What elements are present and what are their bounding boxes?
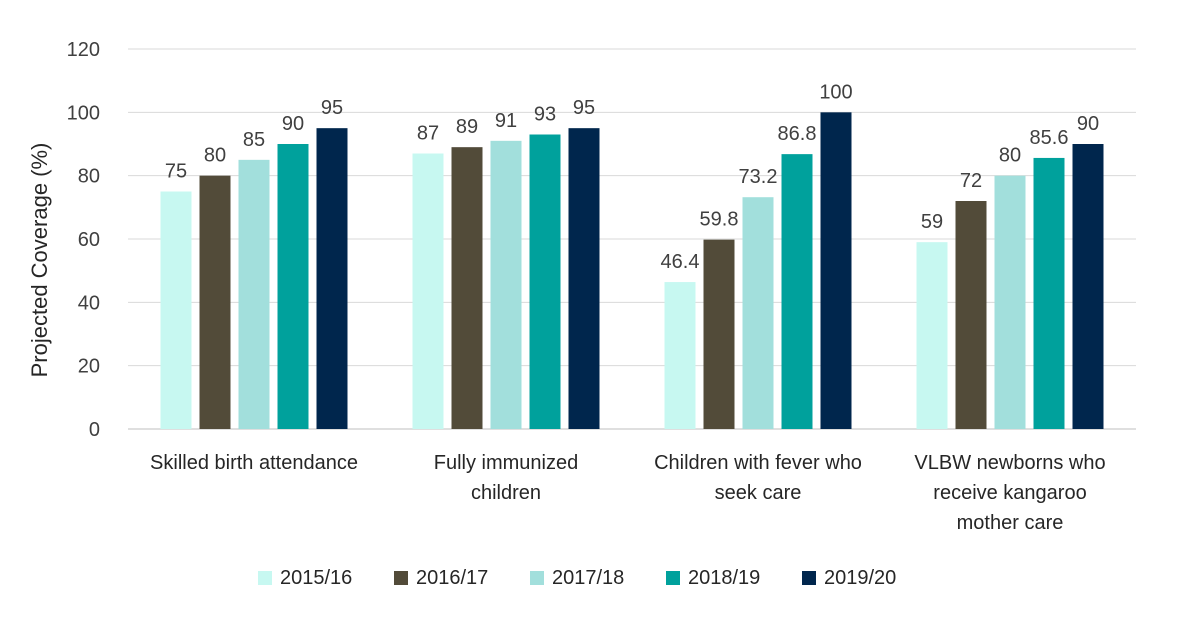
legend-swatch [394, 571, 408, 585]
bar [160, 191, 192, 429]
bar [451, 147, 483, 429]
legend-label: 2016/17 [416, 567, 488, 589]
category-label: VLBW newborns who receive kangaroo mother … [914, 452, 1105, 534]
legend-swatch [530, 571, 544, 585]
y-tick-label: 60 [78, 229, 100, 251]
data-label: 95 [321, 97, 343, 119]
legend-swatch [258, 571, 272, 585]
y-tick-label: 80 [78, 166, 100, 188]
bar [781, 154, 813, 429]
bar [316, 128, 348, 429]
bar [412, 153, 444, 429]
data-label: 80 [204, 145, 226, 167]
data-label: 95 [573, 97, 595, 119]
bar [820, 112, 852, 429]
category-label-line: seek care [715, 482, 802, 504]
bar [490, 140, 522, 430]
bar [916, 242, 948, 429]
bar [277, 144, 309, 429]
data-label: 90 [282, 113, 304, 135]
y-axis-ticks: 0 20 40 60 80 100 120 [67, 39, 100, 441]
category-labels: Skilled birth attendance Fully immunized c… [150, 452, 1106, 534]
bar [1072, 144, 1104, 429]
data-label: 89 [456, 116, 478, 138]
legend-swatch [666, 571, 680, 585]
data-label: 86.8 [778, 123, 817, 145]
bar [529, 134, 561, 429]
data-label: 93 [534, 104, 556, 126]
data-label: 59 [921, 211, 943, 233]
data-label: 91 [495, 110, 517, 132]
data-label: 75 [165, 161, 187, 183]
y-tick-label: 40 [78, 292, 100, 314]
category-label: Children with fever who seek care [654, 452, 862, 504]
bar [568, 128, 600, 429]
category-label-line: Fully immunized [434, 452, 578, 474]
bar [238, 159, 270, 430]
category-label-line: Children with fever who [654, 452, 862, 474]
data-label: 59.8 [700, 209, 739, 231]
category-label: Fully immunized children [434, 452, 578, 504]
y-tick-label: 20 [78, 356, 100, 378]
legend-label: 2019/20 [824, 567, 896, 589]
category-label-line: receive kangaroo [933, 482, 1086, 504]
bar [703, 239, 735, 429]
data-label: 73.2 [739, 166, 778, 188]
data-label: 85 [243, 129, 265, 151]
category-label-line: VLBW newborns who [914, 452, 1105, 474]
legend-swatch [802, 571, 816, 585]
category-label-line: mother care [957, 512, 1064, 534]
data-label: 90 [1077, 113, 1099, 135]
data-label: 87 [417, 123, 439, 145]
bar [664, 282, 696, 429]
bar [1033, 157, 1065, 429]
y-tick-label: 0 [89, 419, 100, 441]
legend-label: 2015/16 [280, 567, 352, 589]
legend: 2015/16 2016/17 2017/18 2018/19 2019/20 [258, 567, 896, 589]
legend-label: 2018/19 [688, 567, 760, 589]
legend-label: 2017/18 [552, 567, 624, 589]
data-label: 46.4 [661, 251, 700, 273]
category-label: Skilled birth attendance [150, 452, 358, 474]
bar [955, 201, 987, 429]
category-label-line: children [471, 482, 541, 504]
y-axis-label: Projected Coverage (%) [27, 143, 52, 378]
bar [994, 175, 1026, 429]
bar [742, 197, 774, 429]
data-label: 72 [960, 170, 982, 192]
bars [160, 112, 1104, 430]
data-label: 80 [999, 145, 1021, 167]
y-tick-label: 120 [67, 39, 100, 61]
bar [199, 175, 231, 429]
data-label: 100 [819, 81, 852, 103]
data-label: 85.6 [1030, 127, 1069, 149]
category-label-line: Skilled birth attendance [150, 452, 358, 474]
y-tick-label: 100 [67, 102, 100, 124]
